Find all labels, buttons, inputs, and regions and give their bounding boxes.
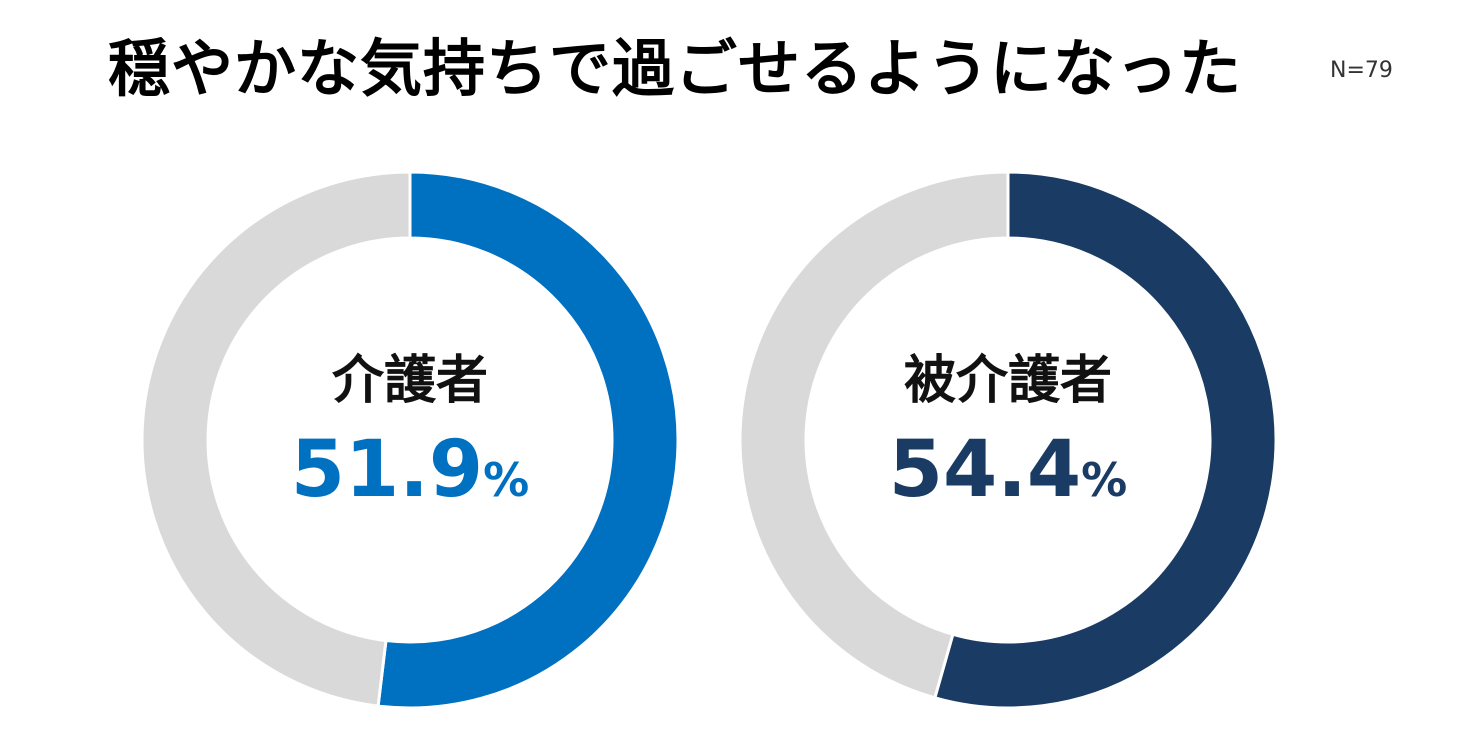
donut-chart-caregiver: 介護者 51.9%	[140, 170, 680, 710]
donut-value-number-caregiver: 51.9	[291, 425, 483, 515]
donut-value-unit-care-recipient: %	[1081, 453, 1127, 507]
donut-label-care-recipient: 被介護者	[904, 351, 1112, 411]
donut-slice-care-recipient-rest	[738, 170, 1010, 700]
donut-slice-care-recipient-yes	[932, 170, 1278, 710]
donut-slice-caregiver-yes	[376, 170, 680, 710]
donut-value-caregiver: 51.9%	[291, 425, 530, 515]
donut-slice-caregiver-rest	[140, 170, 412, 708]
donut-chart-care-recipient: 被介護者 54.4%	[738, 170, 1278, 710]
donut-value-unit-caregiver: %	[483, 453, 529, 507]
donut-label-caregiver: 介護者	[332, 351, 488, 411]
sample-size-annotation: N=79	[1330, 58, 1393, 83]
chart-title: 穏やかな気持ちで過ごせるようになった	[108, 32, 1243, 105]
donut-value-care-recipient: 54.4%	[889, 425, 1128, 515]
donut-value-number-care-recipient: 54.4	[889, 425, 1081, 515]
